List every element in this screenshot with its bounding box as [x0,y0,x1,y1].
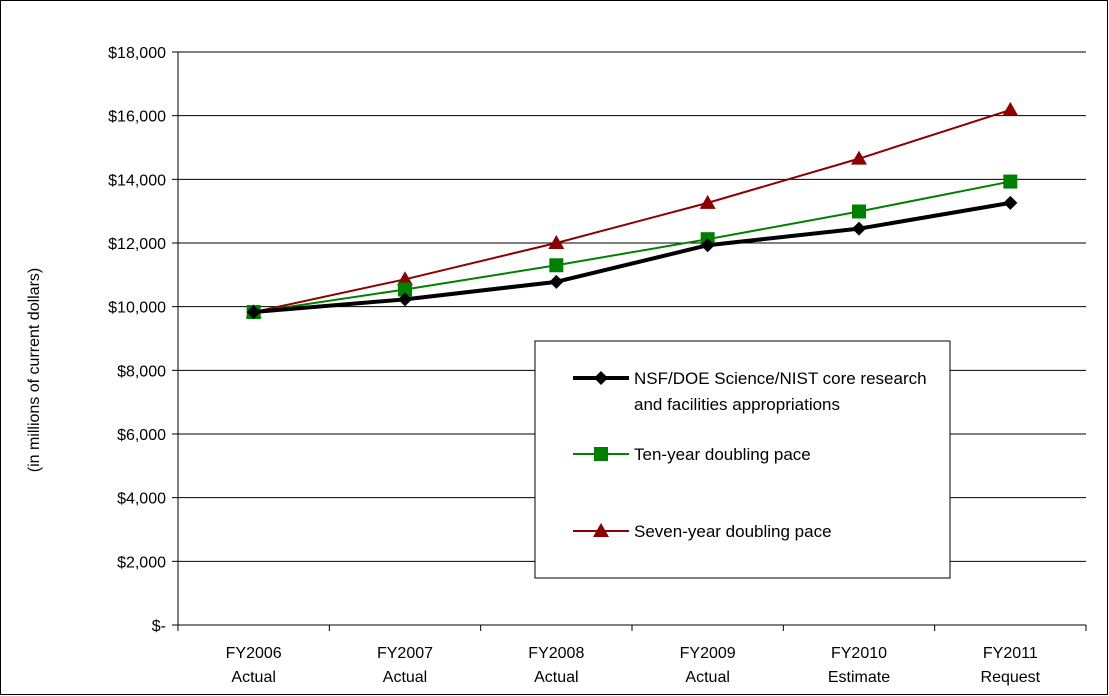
x-tick-labels: FY2006 Actual FY2007 Actual FY2008 Actual FY20… [226,645,1041,686]
data-point [699,194,716,209]
data-point [398,292,412,307]
x-tick-label: FY2008 Actual [528,645,584,686]
x-tick-label: FY2011 Request [981,645,1041,686]
data-point [852,221,866,236]
legend-label: Seven-year doubling pace [634,522,832,541]
legend-swatch-marker [594,447,608,461]
data-point [852,204,866,219]
legend-entry-1: NSF/DOE Science/NIST core research and fa… [573,369,927,414]
data-point [398,282,412,297]
legend: NSF/DOE Science/NIST core research and fa… [534,340,951,579]
data-point [1003,195,1018,210]
x-tick-label: FY2010 Estimate [828,645,890,686]
y-tick-label: $2,000 [117,554,166,571]
series [245,101,1019,320]
data-point [549,274,564,289]
data-point [246,305,261,320]
legend-entry-3: Seven-year doubling pace [573,522,832,541]
y-tick-label: $- [152,618,166,635]
y-tick-label: $10,000 [108,300,166,317]
y-tick-label: $14,000 [108,172,166,189]
series-line [253,180,1011,314]
data-point [549,258,564,273]
legend-label: NSF/DOE Science/NIST core research [634,369,927,388]
legend-entry-2: Ten-year doubling pace [573,445,811,464]
data-point [700,238,715,253]
y-tick-label: $8,000 [117,363,166,380]
x-tick-label: FY2007 Actual [377,645,433,686]
legend-swatch-marker [594,371,608,385]
axes [172,51,1087,631]
data-point [548,235,565,249]
series-line [253,108,1011,314]
y-tick-labels: $- $2,000 $4,000 $6,000 $8,000 $10,000 $12,000… [108,45,166,635]
legend-swatch-marker [593,523,609,537]
y-tick-label: $6,000 [117,427,166,444]
x-tick-label: FY2009 Actual [680,645,736,686]
series-1 [246,195,1018,320]
y-axis-title: (in millions of current dollars) [26,268,43,473]
data-point [851,150,867,165]
y-tick-label: $16,000 [108,109,166,126]
legend-label: and facilities appropriations [634,395,840,414]
x-tick-label: FY2006 Actual [226,645,282,686]
data-point [397,271,413,286]
y-tick-label: $18,000 [108,45,166,62]
y-tick-label: $4,000 [117,491,166,508]
legend-label: Ten-year doubling pace [634,445,811,464]
data-point [1003,174,1018,189]
y-tick-label: $12,000 [108,236,166,253]
series-line [253,200,1011,315]
data-point [1002,101,1019,116]
